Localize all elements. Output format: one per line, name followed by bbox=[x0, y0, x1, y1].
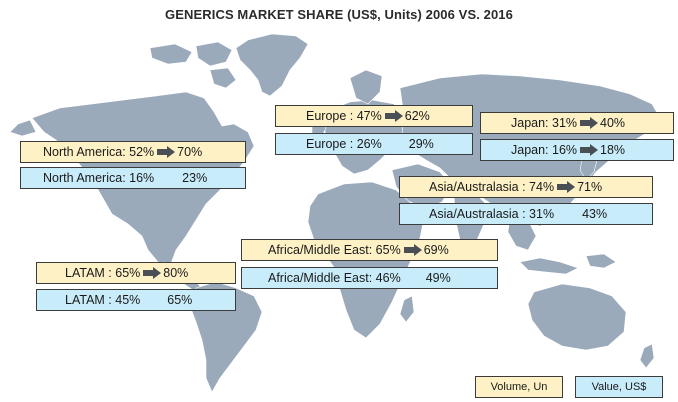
europe-volume-box: Europe : 47% 62% bbox=[275, 105, 473, 127]
asia-australasia-volume-end: 71% bbox=[577, 180, 603, 194]
japan-volume-box: Japan: 31% 40% bbox=[480, 112, 674, 134]
latam-volume-box: LATAM : 65% 80% bbox=[36, 262, 236, 284]
north-america-volume-box: North America: 52% 70% bbox=[20, 141, 246, 163]
europe-value-end: 29% bbox=[408, 137, 434, 151]
asia-australasia-value-end: 43% bbox=[582, 207, 608, 221]
africa-middle-east-volume-label: Africa/Middle East: 65% bbox=[268, 243, 401, 257]
north-america-value-end: 23% bbox=[182, 171, 208, 185]
latam-value-label: LATAM : 45% bbox=[65, 293, 141, 307]
japan-volume-end: 40% bbox=[600, 116, 626, 130]
europe-value-box: Europe : 26% 29% bbox=[275, 133, 473, 155]
japan-volume-label: Japan: 31% bbox=[511, 116, 578, 130]
asia-australasia-volume-label: Asia/Australasia : 74% bbox=[429, 180, 555, 194]
arrow-right-icon bbox=[580, 144, 599, 156]
arrow-right-icon bbox=[384, 110, 403, 122]
africa-middle-east-value-box: Africa/Middle East: 46% 49% bbox=[241, 267, 498, 289]
africa-middle-east-value-label: Africa/Middle East: 46% bbox=[268, 271, 401, 285]
north-america-value-label: North America: 16% bbox=[43, 171, 155, 185]
chart-title: GENERICS MARKET SHARE (US$, Units) 2006 … bbox=[165, 7, 513, 22]
japan-value-end: 18% bbox=[600, 143, 626, 157]
japan-value-box: Japan: 16% 18% bbox=[480, 139, 674, 161]
greenland-shape bbox=[235, 33, 309, 97]
asia-australasia-volume-box: Asia/Australasia : 74% 71% bbox=[399, 176, 653, 198]
latam-volume-label: LATAM : 65% bbox=[65, 266, 141, 280]
arrow-right-icon bbox=[143, 267, 162, 279]
legend-value: Value, US$ bbox=[575, 376, 663, 398]
arrow-right-icon bbox=[403, 244, 422, 256]
latam-value-box: LATAM : 45% 65% bbox=[36, 289, 236, 311]
asia-australasia-value-box: Asia/Australasia : 31% 43% bbox=[399, 203, 653, 225]
north-america-value-box: North America: 16% 23% bbox=[20, 167, 246, 189]
japan-value-label: Japan: 16% bbox=[511, 143, 578, 157]
arctic-islands-shape bbox=[149, 43, 193, 65]
europe-volume-label: Europe : 47% bbox=[306, 109, 382, 123]
latam-value-end: 65% bbox=[167, 293, 193, 307]
legend-volume: Volume, Un bbox=[475, 376, 563, 398]
australia-shape bbox=[527, 283, 627, 351]
north-america-volume-end: 70% bbox=[177, 145, 203, 159]
arrow-right-icon bbox=[580, 117, 599, 129]
asia-australasia-value-label: Asia/Australasia : 31% bbox=[429, 207, 555, 221]
europe-volume-end: 62% bbox=[404, 109, 430, 123]
latam-volume-end: 80% bbox=[163, 266, 189, 280]
africa-middle-east-volume-box: Africa/Middle East: 65% 69% bbox=[241, 239, 498, 261]
africa-middle-east-volume-end: 69% bbox=[423, 243, 449, 257]
arrow-right-icon bbox=[157, 146, 176, 158]
north-america-volume-label: North America: 52% bbox=[43, 145, 155, 159]
africa-middle-east-value-end: 49% bbox=[425, 271, 451, 285]
arrow-right-icon bbox=[557, 181, 576, 193]
europe-value-label: Europe : 26% bbox=[306, 137, 382, 151]
